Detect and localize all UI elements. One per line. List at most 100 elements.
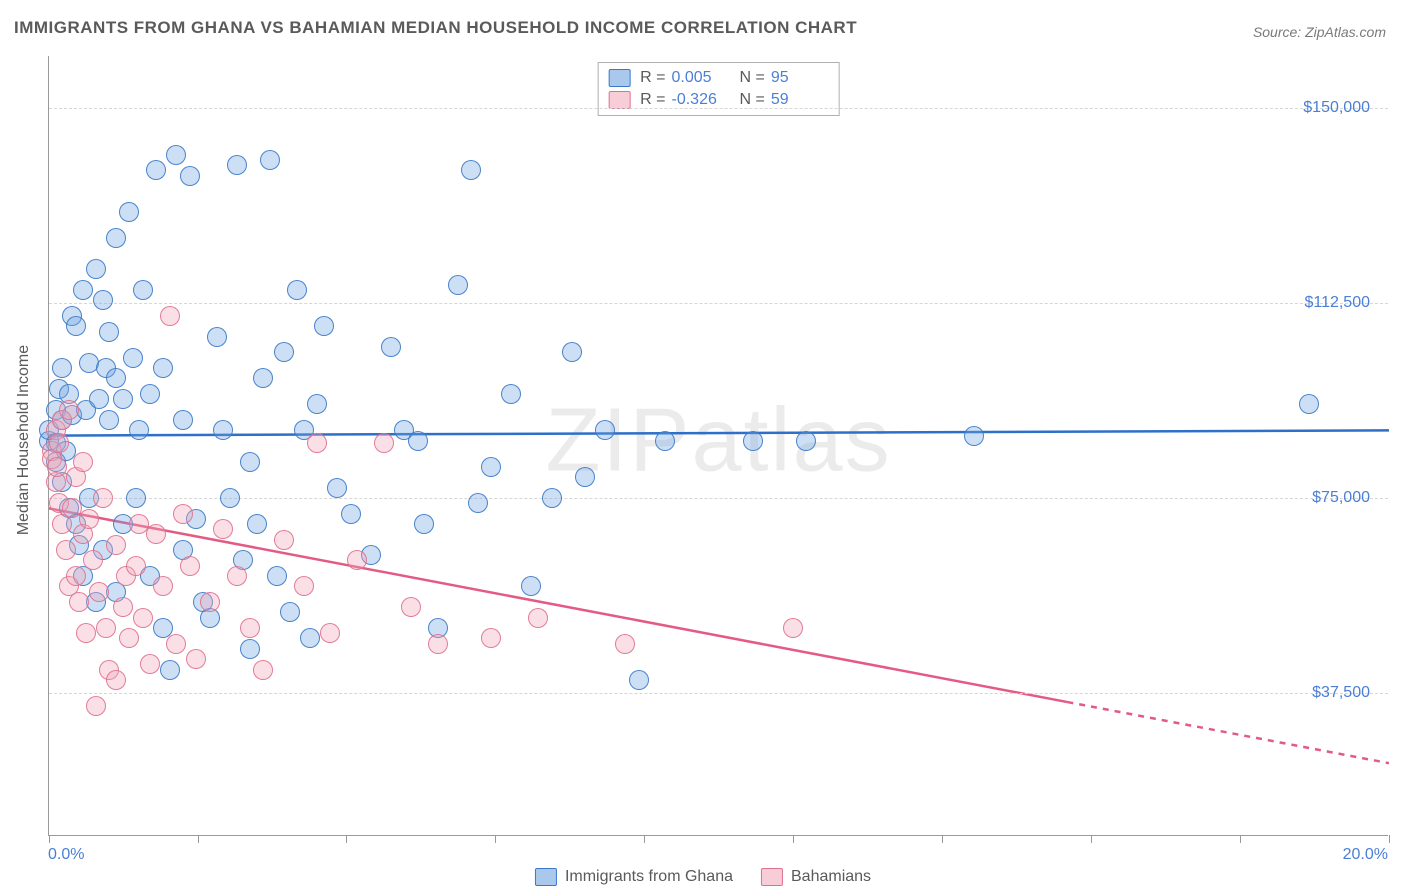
data-point-ghana bbox=[89, 389, 109, 409]
x-tick-label: 0.0% bbox=[48, 846, 84, 864]
data-point-bahamians bbox=[186, 649, 206, 669]
data-point-bahamians bbox=[783, 618, 803, 638]
data-point-ghana bbox=[247, 514, 267, 534]
data-point-bahamians bbox=[69, 592, 89, 612]
data-point-ghana bbox=[414, 514, 434, 534]
data-point-ghana bbox=[126, 488, 146, 508]
legend-label: Bahamians bbox=[791, 868, 871, 886]
data-point-bahamians bbox=[59, 400, 79, 420]
data-point-bahamians bbox=[89, 582, 109, 602]
data-point-ghana bbox=[287, 280, 307, 300]
data-point-ghana bbox=[964, 426, 984, 446]
data-point-ghana bbox=[153, 358, 173, 378]
data-point-bahamians bbox=[213, 519, 233, 539]
swatch-icon bbox=[761, 868, 783, 886]
data-point-ghana bbox=[106, 368, 126, 388]
data-point-ghana bbox=[73, 280, 93, 300]
data-point-ghana bbox=[180, 166, 200, 186]
x-tick bbox=[793, 835, 794, 843]
data-point-bahamians bbox=[119, 628, 139, 648]
data-point-ghana bbox=[796, 431, 816, 451]
y-tick-label: $112,500 bbox=[1304, 294, 1370, 312]
data-point-bahamians bbox=[240, 618, 260, 638]
data-point-bahamians bbox=[347, 550, 367, 570]
stats-row: R = 0.005 N = 95 bbox=[608, 67, 829, 89]
data-point-ghana bbox=[655, 431, 675, 451]
r-label: R = bbox=[640, 91, 665, 109]
data-point-ghana bbox=[129, 420, 149, 440]
data-point-ghana bbox=[146, 160, 166, 180]
data-point-bahamians bbox=[79, 509, 99, 529]
x-tick bbox=[942, 835, 943, 843]
data-point-bahamians bbox=[133, 608, 153, 628]
data-point-ghana bbox=[240, 452, 260, 472]
data-point-bahamians bbox=[173, 504, 193, 524]
data-point-ghana bbox=[562, 342, 582, 362]
data-point-ghana bbox=[481, 457, 501, 477]
n-value: 95 bbox=[771, 69, 829, 87]
x-tick-label: 20.0% bbox=[1343, 846, 1388, 864]
data-point-bahamians bbox=[66, 566, 86, 586]
data-point-ghana bbox=[408, 431, 428, 451]
data-point-bahamians bbox=[146, 524, 166, 544]
data-point-bahamians bbox=[113, 597, 133, 617]
data-point-bahamians bbox=[153, 576, 173, 596]
n-label: N = bbox=[740, 69, 765, 87]
y-tick-label: $150,000 bbox=[1303, 99, 1370, 117]
trend-line bbox=[49, 430, 1389, 435]
data-point-ghana bbox=[133, 280, 153, 300]
data-point-ghana bbox=[52, 358, 72, 378]
data-point-ghana bbox=[267, 566, 287, 586]
data-point-bahamians bbox=[307, 433, 327, 453]
n-value: 59 bbox=[771, 91, 829, 109]
data-point-ghana bbox=[99, 410, 119, 430]
data-point-bahamians bbox=[126, 556, 146, 576]
data-point-ghana bbox=[173, 410, 193, 430]
y-tick-label: $37,500 bbox=[1312, 684, 1370, 702]
data-point-bahamians bbox=[47, 457, 67, 477]
data-point-ghana bbox=[207, 327, 227, 347]
data-point-bahamians bbox=[160, 306, 180, 326]
data-point-ghana bbox=[341, 504, 361, 524]
data-point-bahamians bbox=[528, 608, 548, 628]
legend-label: Immigrants from Ghana bbox=[565, 868, 733, 886]
data-point-bahamians bbox=[83, 550, 103, 570]
gridline bbox=[49, 303, 1388, 304]
data-point-ghana bbox=[160, 660, 180, 680]
x-tick bbox=[198, 835, 199, 843]
data-point-ghana bbox=[123, 348, 143, 368]
data-point-bahamians bbox=[401, 597, 421, 617]
data-point-ghana bbox=[314, 316, 334, 336]
data-point-ghana bbox=[274, 342, 294, 362]
data-point-ghana bbox=[166, 145, 186, 165]
data-point-bahamians bbox=[140, 654, 160, 674]
data-point-bahamians bbox=[106, 535, 126, 555]
data-point-ghana bbox=[501, 384, 521, 404]
data-point-bahamians bbox=[49, 433, 69, 453]
data-point-bahamians bbox=[86, 696, 106, 716]
data-point-bahamians bbox=[320, 623, 340, 643]
gridline bbox=[49, 693, 1388, 694]
gridline bbox=[49, 108, 1388, 109]
data-point-bahamians bbox=[200, 592, 220, 612]
data-point-ghana bbox=[448, 275, 468, 295]
data-point-bahamians bbox=[428, 634, 448, 654]
data-point-ghana bbox=[1299, 394, 1319, 414]
x-tick bbox=[1240, 835, 1241, 843]
data-point-bahamians bbox=[274, 530, 294, 550]
swatch-icon bbox=[608, 91, 630, 109]
data-point-ghana bbox=[253, 368, 273, 388]
data-point-ghana bbox=[86, 259, 106, 279]
data-point-ghana bbox=[468, 493, 488, 513]
data-point-ghana bbox=[260, 150, 280, 170]
legend-item: Bahamians bbox=[761, 868, 871, 886]
data-point-bahamians bbox=[615, 634, 635, 654]
legend-item: Immigrants from Ghana bbox=[535, 868, 733, 886]
n-label: N = bbox=[740, 91, 765, 109]
swatch-icon bbox=[608, 69, 630, 87]
swatch-icon bbox=[535, 868, 557, 886]
data-point-ghana bbox=[629, 670, 649, 690]
data-point-ghana bbox=[542, 488, 562, 508]
x-tick bbox=[49, 835, 50, 843]
data-point-ghana bbox=[595, 420, 615, 440]
